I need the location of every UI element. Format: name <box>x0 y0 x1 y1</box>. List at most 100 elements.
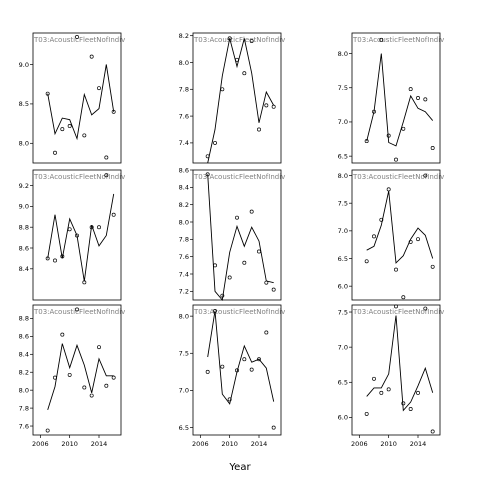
y-tick-label: 9.0 <box>19 203 29 211</box>
panel-title: T03:AcousticFleetNofIndiv <box>193 173 285 181</box>
x-tick-label: 2010 <box>380 440 397 448</box>
x-tick-label: 2014 <box>410 440 427 448</box>
y-tick-label: 7.0 <box>338 343 348 351</box>
data-point <box>394 304 398 309</box>
data-point <box>45 256 50 261</box>
y-tick-label: 7.6 <box>179 112 189 120</box>
y-tick-label: 8.8 <box>19 315 29 323</box>
panel-frame <box>192 304 282 436</box>
data-point <box>213 308 217 313</box>
y-tick-label: 7.5 <box>338 84 348 92</box>
data-point <box>82 280 87 285</box>
y-tick-label: 8.6 <box>179 166 189 174</box>
data-point <box>408 87 413 92</box>
data-point <box>220 87 225 92</box>
y-tick-label: 8.2 <box>19 369 29 377</box>
data-point <box>89 225 94 230</box>
data-point <box>97 225 101 230</box>
x-tick-label: 2014 <box>251 440 268 448</box>
y-tick-label: 7.0 <box>338 227 348 235</box>
data-point <box>205 369 210 374</box>
data-point <box>242 260 247 265</box>
fitted-line <box>47 64 115 141</box>
fitted-line <box>366 315 434 412</box>
panel-1-2: T03:AcousticFleetNofIndiv 7.4 7.6 7.8 8.0 8.2 <box>179 32 285 164</box>
data-point <box>394 157 398 162</box>
y-tick-label: 8.4 <box>19 265 29 273</box>
y-tick-label: 7.4 <box>179 139 189 147</box>
y-tick-label: 7.5 <box>179 350 189 358</box>
panel-title: T03:AcousticFleetNofIndiv <box>352 173 444 181</box>
data-point <box>242 71 247 76</box>
fitted-line <box>207 174 274 302</box>
data-point <box>386 387 391 392</box>
data-point <box>430 145 435 150</box>
data-point <box>242 357 247 362</box>
x-tick-label: 2006 <box>192 440 209 448</box>
data-point <box>75 233 79 238</box>
data-point <box>423 97 428 102</box>
y-tick-label: 9.2 <box>19 182 29 190</box>
data-point <box>104 173 109 178</box>
data-point <box>394 267 398 272</box>
data-point <box>386 133 391 138</box>
y-tick-label: 8.0 <box>338 172 348 180</box>
data-point <box>205 154 210 159</box>
data-point <box>423 173 428 178</box>
panel-frame <box>351 32 441 164</box>
data-point <box>53 258 57 263</box>
x-axis-label: Year <box>228 462 251 473</box>
data-point <box>82 133 87 138</box>
data-point <box>89 393 94 398</box>
y-tick-label: 7.5 <box>338 308 348 316</box>
data-point <box>220 364 225 369</box>
panel-3-3: T03:AcousticFleetNofIndiv 6.0 6.5 7.0 7.5 200… <box>338 304 444 448</box>
y-tick-label: 7.0 <box>179 387 189 395</box>
panel-1-1: T03:AcousticFleetNofIndiv 8.0 8.5 9.0 <box>19 32 125 164</box>
panel-frame <box>32 169 122 301</box>
y-tick-label: 7.8 <box>179 236 189 244</box>
panel-title: T03:AcousticFleetNofIndiv <box>33 36 125 44</box>
y-tick-label: 7.5 <box>338 199 348 207</box>
data-point <box>213 263 217 268</box>
data-point <box>249 39 254 43</box>
y-tick-label: 8.0 <box>338 50 348 58</box>
panel-frame <box>192 169 282 301</box>
y-tick-label: 8.0 <box>19 140 29 148</box>
data-point <box>60 254 65 259</box>
panel-3-1: T03:AcousticFleetNofIndiv 7.6 7.8 8.0 8.2 8.4… <box>19 304 125 448</box>
panel-frame <box>351 304 441 436</box>
data-point <box>89 54 94 59</box>
y-tick-label: 7.4 <box>179 270 189 278</box>
panel-frame <box>32 32 122 164</box>
data-point <box>213 140 217 145</box>
panel-2-2: T03:AcousticFleetNofIndiv 7.2 7.4 7.6 7.8 8.0… <box>179 166 285 302</box>
data-point <box>111 375 116 380</box>
y-tick-label: 8.6 <box>19 333 29 341</box>
y-tick-label: 7.8 <box>179 86 189 94</box>
data-point <box>271 104 276 109</box>
y-tick-label: 6.0 <box>338 414 348 422</box>
panel-frame <box>192 32 282 164</box>
data-point <box>227 397 232 402</box>
data-point <box>75 307 79 312</box>
y-tick-label: 7.2 <box>179 288 189 296</box>
data-point <box>264 103 269 108</box>
y-tick-label: 6.5 <box>338 152 348 160</box>
data-point <box>264 280 269 285</box>
data-point <box>364 259 369 264</box>
x-tick-label: 2006 <box>32 440 49 448</box>
y-tick-label: 6.5 <box>338 255 348 263</box>
fitted-line <box>207 310 275 405</box>
data-point <box>111 109 116 114</box>
y-tick-label: 8.0 <box>179 59 189 67</box>
data-point <box>271 287 276 292</box>
y-tick-label: 8.0 <box>19 386 29 394</box>
panel-2-1: T03:AcousticFleetNofIndiv 8.4 8.6 8.8 9.0 9.2 <box>19 169 125 301</box>
panel-title: T03:AcousticFleetNofIndiv <box>352 36 444 44</box>
panel-frame <box>32 304 122 436</box>
data-point <box>257 357 261 362</box>
data-point <box>249 367 254 372</box>
data-point <box>364 139 369 144</box>
data-point <box>372 109 376 114</box>
